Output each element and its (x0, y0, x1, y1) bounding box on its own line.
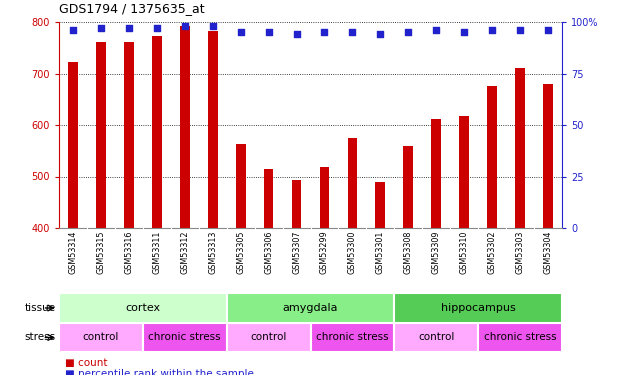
Bar (227, 293, 394, 323)
Text: GSM53314: GSM53314 (68, 231, 78, 274)
Text: cortex: cortex (125, 303, 160, 313)
Bar (152, 36, 161, 228)
Bar (208, 31, 217, 228)
Text: GSM53308: GSM53308 (404, 231, 413, 274)
Point (404, 29, 414, 35)
Point (263, 29, 273, 35)
Bar (478, 323, 562, 352)
Point (68, 27, 78, 33)
Bar (292, 180, 301, 228)
Text: control: control (250, 333, 287, 342)
Point (152, 25, 161, 31)
Text: GSM53303: GSM53303 (515, 231, 525, 274)
Bar (376, 182, 385, 228)
Bar (96, 42, 106, 228)
Bar (310, 323, 394, 352)
Bar (320, 167, 329, 228)
Bar (236, 144, 245, 228)
Text: GSM53315: GSM53315 (96, 231, 106, 274)
Text: control: control (418, 333, 455, 342)
Text: chronic stress: chronic stress (148, 333, 221, 342)
Text: GSM53306: GSM53306 (264, 231, 273, 274)
Point (180, 23, 190, 29)
Bar (124, 42, 134, 228)
Point (96, 25, 106, 31)
Text: GSM53299: GSM53299 (320, 231, 329, 274)
Bar (59, 323, 143, 352)
Bar (394, 323, 478, 352)
Point (459, 29, 469, 35)
Text: amygdala: amygdala (283, 303, 338, 313)
Text: ■ percentile rank within the sample: ■ percentile rank within the sample (65, 369, 254, 375)
Text: chronic stress: chronic stress (484, 333, 556, 342)
Bar (404, 146, 413, 228)
Point (124, 25, 134, 31)
Text: stress: stress (25, 333, 56, 342)
Point (543, 27, 553, 33)
Bar (227, 323, 310, 352)
Bar (460, 116, 469, 228)
Text: GSM53312: GSM53312 (180, 231, 189, 274)
Point (487, 27, 497, 33)
Bar (143, 323, 227, 352)
Bar (348, 138, 357, 228)
Point (292, 32, 302, 38)
Text: GSM53305: GSM53305 (236, 231, 245, 274)
Text: GSM53309: GSM53309 (432, 231, 441, 274)
Point (375, 32, 385, 38)
Point (319, 29, 329, 35)
Bar (180, 26, 189, 228)
Text: GSM53310: GSM53310 (460, 231, 469, 274)
Point (348, 29, 358, 35)
Text: chronic stress: chronic stress (316, 333, 389, 342)
Text: GSM53311: GSM53311 (152, 231, 161, 274)
Point (235, 29, 245, 35)
Bar (59, 293, 227, 323)
Bar (487, 86, 497, 228)
Text: GSM53302: GSM53302 (487, 231, 497, 274)
Bar (68, 62, 78, 228)
Text: hippocampus: hippocampus (441, 303, 515, 313)
Bar (394, 293, 562, 323)
Point (515, 27, 525, 33)
Bar (543, 84, 553, 228)
Bar (264, 169, 273, 228)
Text: GSM53313: GSM53313 (208, 231, 217, 274)
Text: ■ count: ■ count (65, 358, 107, 368)
Bar (515, 68, 525, 228)
Text: tissue: tissue (25, 303, 56, 313)
Point (207, 23, 217, 29)
Text: GDS1794 / 1375635_at: GDS1794 / 1375635_at (59, 2, 205, 15)
Text: control: control (83, 333, 119, 342)
Text: GSM53316: GSM53316 (124, 231, 134, 274)
Text: GSM53307: GSM53307 (292, 231, 301, 274)
Text: GSM53301: GSM53301 (376, 231, 385, 274)
Text: GSM53304: GSM53304 (543, 231, 553, 274)
Text: GSM53300: GSM53300 (348, 231, 357, 274)
Bar (432, 119, 441, 228)
Point (431, 27, 441, 33)
